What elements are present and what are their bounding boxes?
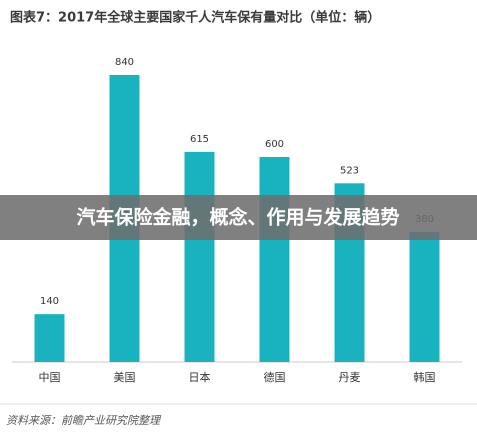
bar [409, 232, 440, 362]
value-label: 523 [340, 165, 359, 176]
value-label: 615 [190, 134, 209, 145]
x-tick-label: 德国 [264, 370, 286, 384]
x-tick-label: 美国 [114, 371, 136, 384]
value-label: 140 [40, 296, 59, 307]
source-note: 资料来源：前瞻产业研究院整理 [6, 414, 162, 427]
banner-text: 汽车保险金融，概念、作用与发展趋势 [76, 206, 399, 229]
bar [184, 151, 215, 362]
x-tick-label: 韩国 [414, 370, 436, 384]
bar [34, 314, 65, 362]
x-tick-label: 丹麦 [339, 371, 361, 384]
x-tick-label: 中国 [39, 371, 61, 384]
value-label: 840 [115, 57, 134, 68]
banner-band [0, 195, 477, 240]
bar [259, 157, 290, 362]
x-tick-label: 日本 [189, 370, 211, 384]
chart-title: 图表7：2017年全球主要国家千人汽车保有量对比（单位：辆） [10, 10, 380, 26]
value-label: 600 [265, 139, 284, 150]
